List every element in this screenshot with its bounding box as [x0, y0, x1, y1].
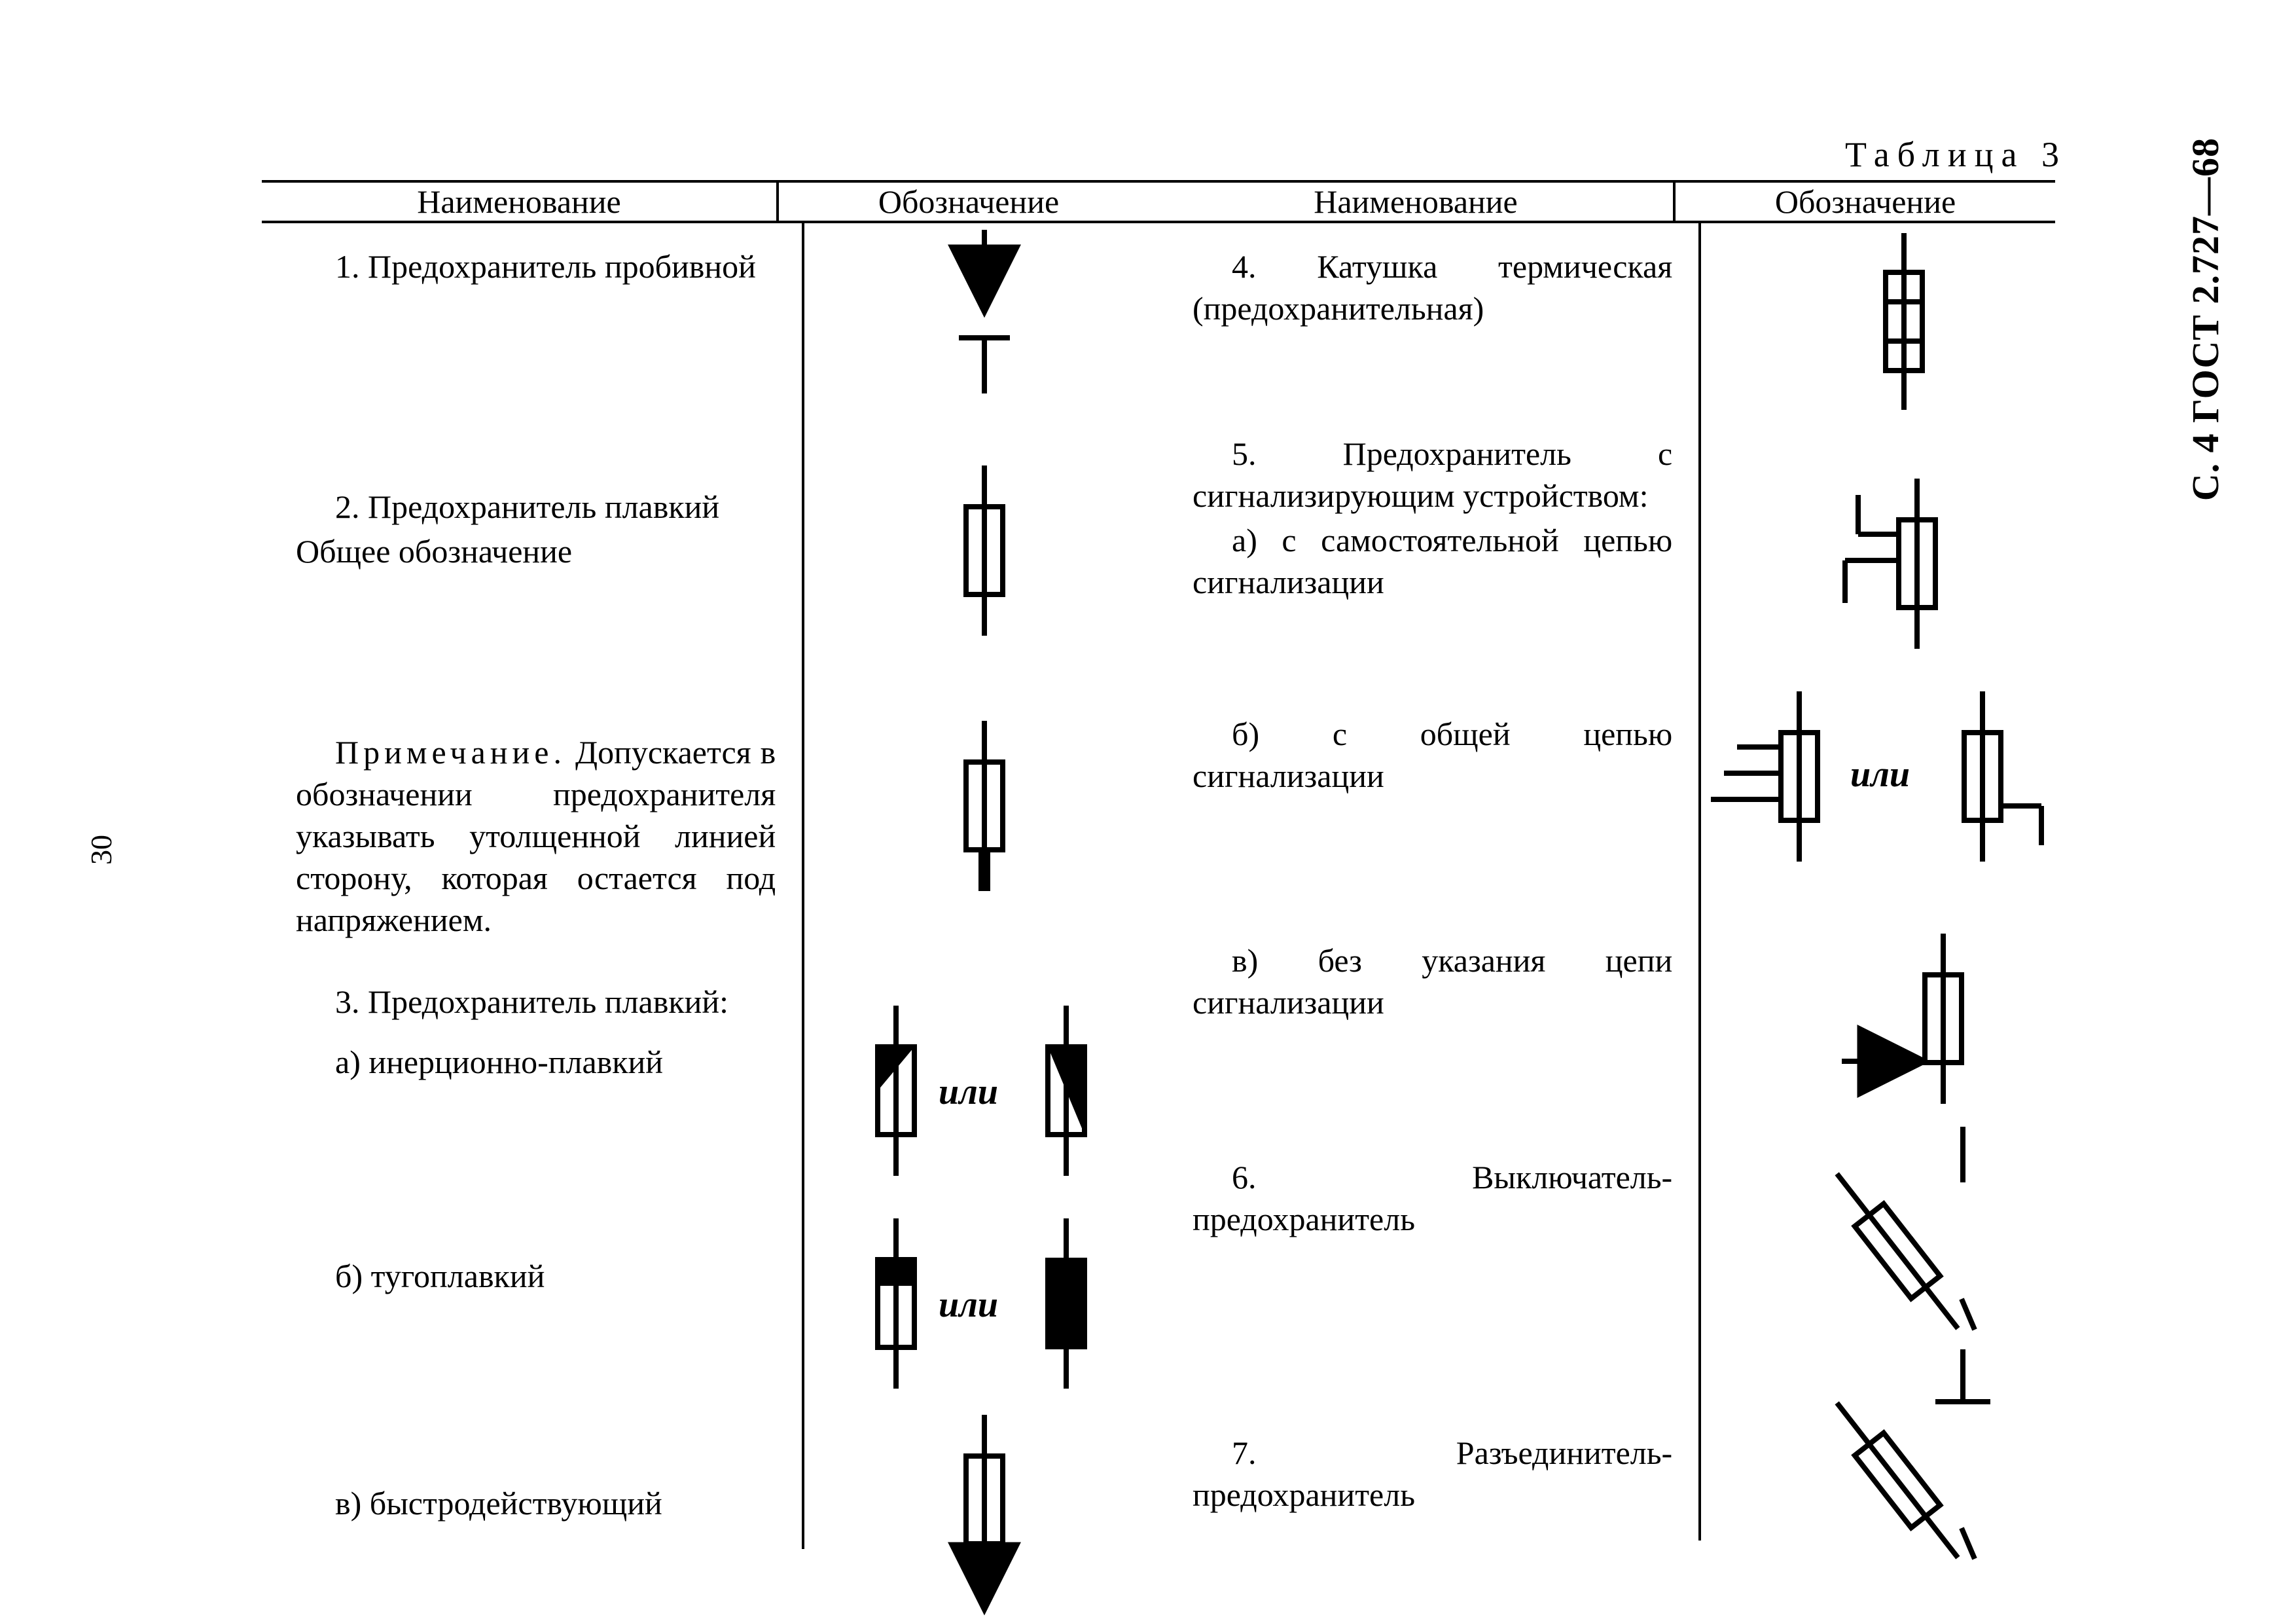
item-3b: б) тугоплавкий [296, 1255, 776, 1297]
left-names: 1. Предохранитель пробивной 2. Предохран… [262, 223, 802, 1549]
symbol-5b-fuse-signal-shared-icon: или [1701, 682, 2081, 871]
item-5c: в) без указания цепи сигнализации [1193, 939, 1672, 1023]
item-5: 5. Предохранитель с сигнализирующим устр… [1193, 433, 1672, 517]
item-5b: б) с общей цепью сигнализации [1193, 713, 1672, 797]
note: Примечание. Допускается в обозначении пр… [296, 731, 776, 941]
col-header-symbol: Обозначение [1676, 183, 2055, 221]
item-3a: а) инерционно-плавкий [296, 1041, 776, 1083]
or-label: или [939, 1071, 998, 1113]
right-symbols: или [1701, 223, 2055, 1541]
item-7: 7. Разъединитель-предохранитель [1193, 1432, 1672, 1516]
col-header-name: Наименование [262, 183, 776, 221]
table-left-column: Наименование Обозначение 1. Предохраните… [262, 180, 1158, 1529]
item-6: 6. Выключатель-предохранитель [1193, 1156, 1672, 1240]
right-names: 4. Катушка термическая (предохранительна… [1158, 223, 1698, 1541]
note-lead: Примечание. [335, 734, 566, 771]
table-caption: Таблица 3 [1845, 134, 2060, 175]
item-4: 4. Катушка термическая (предохранительна… [1193, 246, 1672, 329]
item-1: 1. Предохранитель пробивной [296, 246, 776, 287]
item-5a: а) с самостоятельной цепью сигнализации [1193, 519, 1672, 603]
item-3: 3. Предохранитель плавкий: [296, 981, 776, 1023]
symbol-1-breakdown-fuse-icon [804, 230, 1184, 393]
symbol-6-switch-fuse-icon [1701, 1127, 2081, 1330]
symbol-3b-refractory-fuse-icon: или [804, 1218, 1184, 1389]
standard-reference: С. 4 ГОСТ 2.727—68 [2183, 137, 2227, 501]
table-caption-number: 3 [2041, 135, 2060, 174]
item-3c: в) быстродействующий [296, 1482, 776, 1524]
symbol-3c-fast-fuse-icon [804, 1415, 1184, 1611]
table-right-column: Наименование Обозначение 4. Катушка терм… [1158, 180, 2055, 1529]
col-header-name: Наименование [1158, 183, 1673, 221]
symbol-5c-fuse-signal-none-icon [1701, 924, 2081, 1114]
symbol-4-thermal-coil-icon [1701, 233, 2081, 410]
symbol-3a-inertial-fuse-icon: или [804, 1006, 1184, 1176]
or-label: или [1850, 754, 1910, 795]
symbol-2-note-fuse-icon [804, 721, 1184, 891]
page-number: 30 [84, 835, 118, 865]
symbol-7-disconnector-fuse-icon [1701, 1349, 2081, 1559]
symbol-5a-fuse-signal-self-icon [1701, 479, 2081, 649]
item-2-line1: 2. Предохранитель плавкий [296, 486, 776, 528]
or-label: или [939, 1284, 998, 1326]
symbol-2-fuse-icon [804, 465, 1184, 636]
col-header-symbol: Обозначение [779, 183, 1158, 221]
table-caption-word: Таблица [1845, 135, 2024, 174]
left-symbols: или [804, 223, 1158, 1549]
item-2-line2: Общее обозначение [296, 530, 776, 572]
